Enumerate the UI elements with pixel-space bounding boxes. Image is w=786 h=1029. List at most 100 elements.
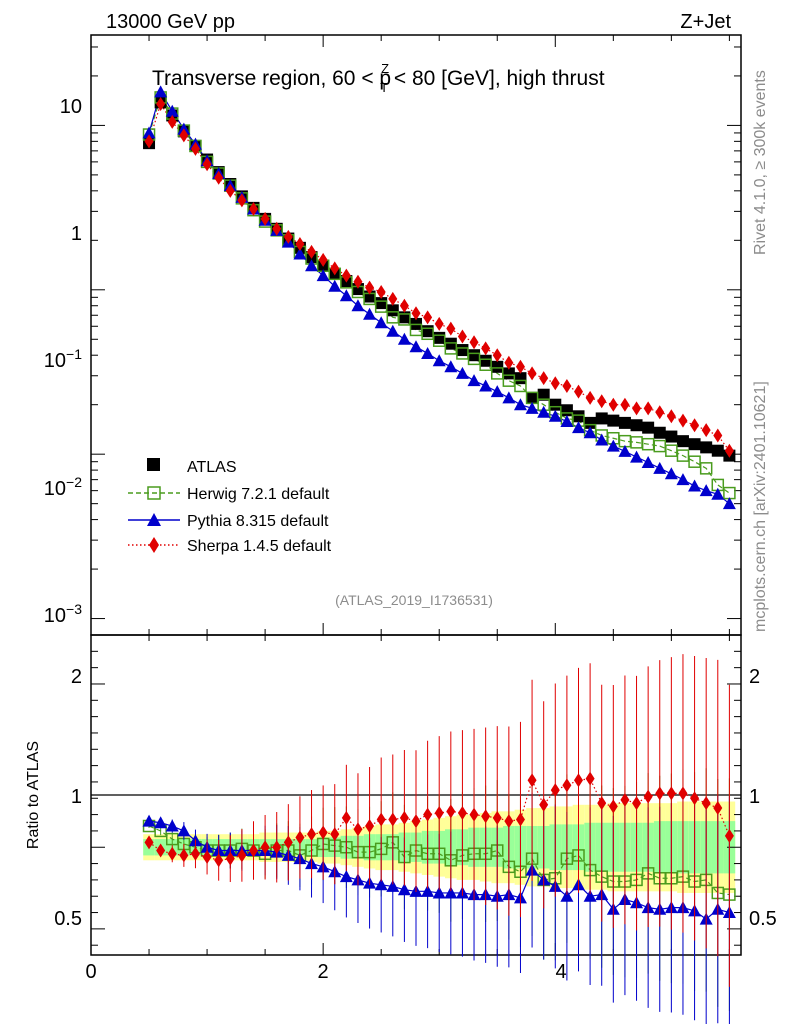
main-point-atlas bbox=[514, 372, 527, 385]
main-point-pythia bbox=[154, 85, 168, 98]
main-point-sherpa bbox=[550, 376, 560, 391]
ratio-point-sherpa bbox=[272, 840, 282, 855]
main-point-pythia bbox=[397, 332, 411, 345]
main-point-herwig bbox=[421, 327, 434, 341]
legend-label-herwig: Herwig 7.2.1 default bbox=[187, 486, 330, 503]
ratio-point-sherpa bbox=[574, 773, 583, 788]
x-tick-label-2: 2 bbox=[317, 961, 328, 983]
mcplots-label: mcplots.cern.ch [arXiv:2401.10621] bbox=[752, 381, 769, 632]
main-point-sherpa bbox=[144, 134, 154, 149]
axes-ticks bbox=[90, 35, 741, 955]
ratio-point-sherpa bbox=[307, 827, 317, 842]
main-point-atlas bbox=[433, 331, 446, 344]
main-point-atlas bbox=[549, 398, 562, 411]
main-point-pythia bbox=[479, 379, 493, 392]
main-point-atlas bbox=[479, 354, 492, 367]
main-point-sherpa bbox=[632, 401, 642, 416]
main-point-pythia bbox=[595, 433, 609, 446]
main-point-sherpa bbox=[701, 423, 711, 438]
rivet-version-label: Rivet 4.1.0, ≥ 300k events bbox=[752, 70, 769, 255]
ratio-point-sherpa bbox=[376, 812, 386, 827]
ratio-tick-label-2-right: 2 bbox=[749, 666, 760, 688]
ratio-point-sherpa bbox=[237, 848, 247, 863]
main-point-atlas bbox=[607, 414, 620, 427]
main-point-pythia bbox=[444, 360, 458, 373]
ratio-point-sherpa bbox=[562, 778, 572, 793]
main-point-atlas bbox=[526, 391, 539, 404]
y-tick-label-0.1: 10−1 bbox=[44, 346, 82, 372]
main-point-sherpa bbox=[481, 341, 491, 356]
ratio-point-sherpa bbox=[283, 835, 293, 850]
main-point-sherpa bbox=[446, 321, 456, 336]
main-point-sherpa bbox=[666, 409, 676, 424]
main-point-atlas bbox=[676, 435, 689, 448]
main-point-pythia bbox=[630, 450, 644, 463]
main-point-pythia bbox=[421, 346, 435, 359]
main-point-pythia bbox=[676, 473, 690, 486]
ratio-point-sherpa bbox=[225, 851, 235, 866]
ratio-point-sherpa bbox=[411, 814, 421, 829]
main-point-sherpa bbox=[399, 298, 409, 313]
main-point-sherpa bbox=[585, 390, 595, 405]
ratio-point-sherpa bbox=[492, 810, 502, 825]
ratio-point-sherpa bbox=[469, 807, 479, 822]
main-point-sherpa bbox=[376, 284, 386, 299]
ratio-point-pythia bbox=[432, 886, 446, 899]
ratio-point-sherpa bbox=[701, 796, 711, 811]
main-point-atlas bbox=[375, 297, 388, 310]
main-point-sherpa bbox=[469, 335, 479, 350]
ratio-point-sherpa bbox=[330, 827, 340, 842]
ratio-point-pythia bbox=[177, 824, 191, 837]
y-tick-label-10: 10 bbox=[60, 96, 82, 118]
x-tick-label-0: 0 bbox=[85, 961, 96, 983]
main-line-herwig bbox=[148, 96, 730, 494]
ratio-point-sherpa bbox=[144, 835, 154, 850]
ratio-point-pythia bbox=[154, 816, 168, 829]
main-point-atlas bbox=[665, 430, 678, 443]
main-point-sherpa bbox=[353, 274, 363, 289]
main-point-sherpa bbox=[620, 397, 630, 412]
main-point-atlas bbox=[421, 325, 434, 338]
main-point-herwig bbox=[699, 462, 713, 475]
ratio-point-sherpa bbox=[585, 771, 595, 786]
main-point-atlas bbox=[630, 419, 643, 432]
legend: ATLAS Herwig 7.2.1 default Pythia 8.315 … bbox=[128, 458, 332, 555]
main-point-sherpa bbox=[190, 141, 200, 156]
main-point-atlas bbox=[468, 349, 481, 362]
ratio-point-sherpa bbox=[365, 819, 375, 834]
main-point-atlas bbox=[700, 441, 713, 454]
title-prefix: Transverse region, 60 < p bbox=[152, 67, 391, 90]
main-point-pythia bbox=[305, 259, 319, 272]
main-point-pythia bbox=[293, 247, 307, 260]
main-point-sherpa bbox=[341, 268, 351, 283]
main-point-herwig bbox=[491, 367, 504, 380]
main-point-atlas bbox=[572, 410, 585, 423]
y-tick-label-1: 1 bbox=[71, 223, 82, 245]
ratio-point-sherpa bbox=[724, 828, 734, 843]
ratio-point-sherpa bbox=[446, 804, 456, 819]
main-point-herwig bbox=[432, 334, 446, 347]
main-point-herwig bbox=[688, 455, 701, 468]
main-point-pythia bbox=[699, 484, 713, 497]
ratio-point-pythia bbox=[374, 878, 388, 891]
main-point-atlas bbox=[502, 367, 515, 380]
ratio-point-pythia bbox=[444, 886, 458, 899]
main-point-sherpa bbox=[283, 229, 293, 244]
main-point-sherpa bbox=[179, 128, 189, 143]
main-point-atlas bbox=[398, 311, 411, 324]
ratio-point-sherpa bbox=[249, 843, 258, 858]
ratio-point-sherpa bbox=[388, 812, 398, 827]
main-point-pythia bbox=[618, 444, 632, 457]
main-point-sherpa bbox=[643, 401, 653, 416]
ratio-point-sherpa bbox=[643, 789, 653, 804]
legend-marker-herwig bbox=[147, 486, 161, 500]
main-point-sherpa bbox=[457, 329, 467, 344]
ratio-tick-label-1-right: 1 bbox=[749, 786, 760, 808]
main-point-atlas bbox=[688, 438, 701, 451]
main-point-sherpa bbox=[249, 202, 258, 217]
title-suffix: < 80 [GeV], high thrust bbox=[388, 67, 605, 90]
ratio-point-sherpa bbox=[655, 786, 665, 801]
ratio-point-pythia bbox=[386, 879, 400, 892]
main-point-atlas bbox=[584, 416, 597, 429]
main-point-pythia bbox=[142, 126, 156, 139]
